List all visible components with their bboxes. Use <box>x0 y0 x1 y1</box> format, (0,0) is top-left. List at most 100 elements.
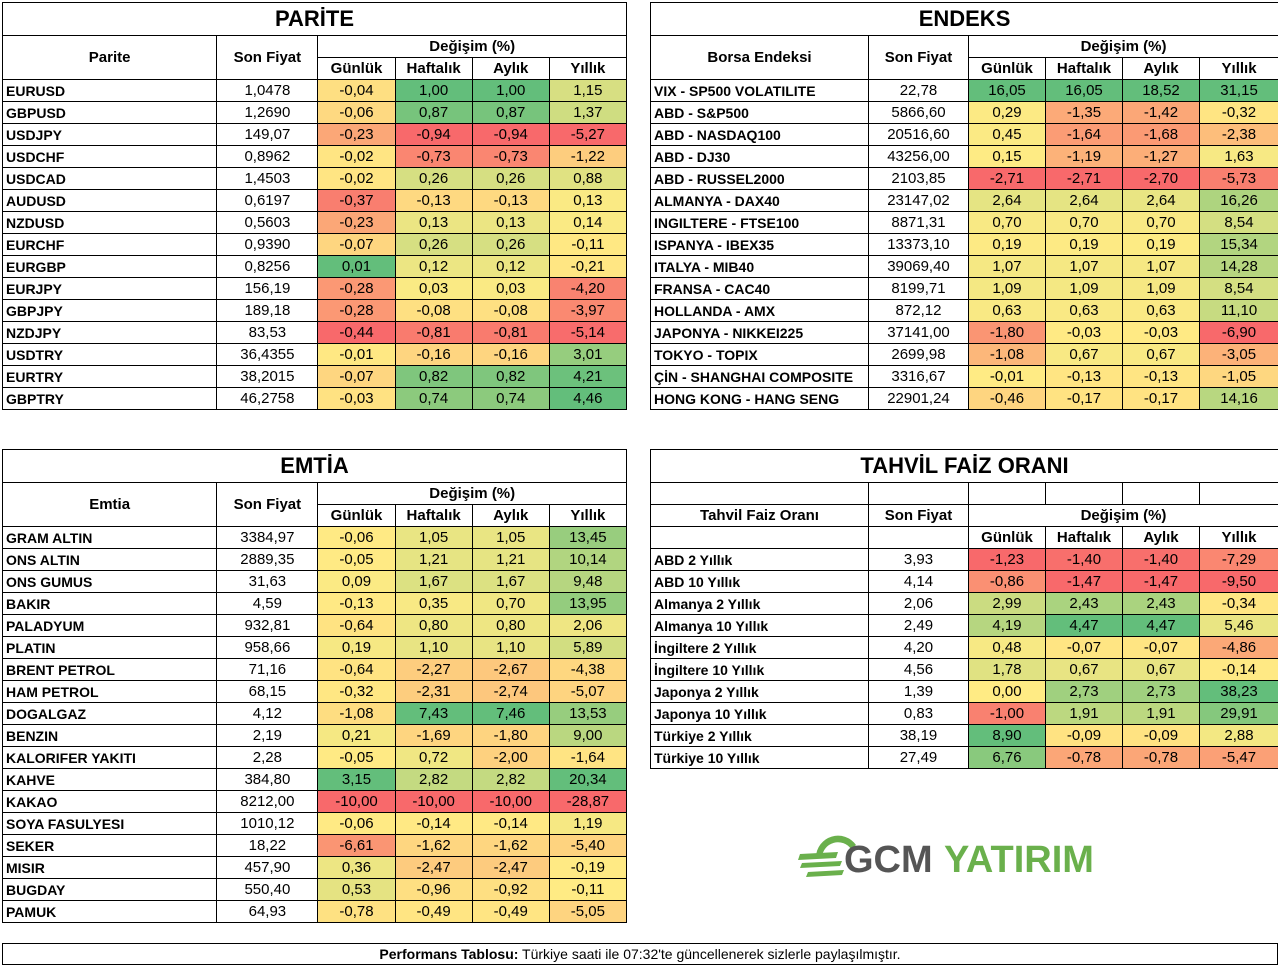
row-change: 9,00 <box>548 724 628 747</box>
row-change: -5,07 <box>548 680 628 703</box>
row-price: 958,66 <box>216 636 319 659</box>
row-change: -2,74 <box>471 680 550 703</box>
row-change: -10,00 <box>317 790 396 813</box>
row-price: 872,12 <box>868 299 969 322</box>
row-change: 14,16 <box>1198 387 1278 410</box>
row-change: -0,28 <box>317 299 396 322</box>
row-name: ABD - S&P500 <box>650 101 869 124</box>
row-price: 20516,60 <box>868 123 969 146</box>
row-name: ISPANYA - IBEX35 <box>650 233 869 256</box>
row-change: -2,71 <box>1045 167 1123 190</box>
row-change: 3,15 <box>317 768 396 791</box>
row-change: -0,16 <box>471 343 550 366</box>
table-row: KAKAO 8212,00 -10,00 -10,00 -10,00 -28,87 <box>1 790 628 813</box>
row-price: 2,06 <box>868 592 969 615</box>
row-change: 1,05 <box>471 526 550 549</box>
row-change: 0,09 <box>317 570 396 593</box>
row-price: 0,6197 <box>216 189 319 212</box>
row-price: 4,14 <box>868 570 969 593</box>
parite-panel: PARİTE Parite Son Fiyat Değişim (%) Günl… <box>1 2 628 410</box>
row-change: -7,29 <box>1198 548 1278 571</box>
row-change: 0,63 <box>1122 299 1200 322</box>
row-price: 8871,31 <box>868 211 969 234</box>
table-row: KALORIFER YAKITI 2,28 -0,05 0,72 -2,00 -1,64 <box>1 746 628 769</box>
table-row: PALADYUM 932,81 -0,64 0,80 0,80 2,06 <box>1 614 628 637</box>
tahvil-header-yearly: Yıllık <box>1198 526 1278 549</box>
row-change: -0,49 <box>394 900 473 923</box>
row-name: SEKER <box>1 834 218 857</box>
row-change: -2,71 <box>968 167 1046 190</box>
row-change: -0,23 <box>317 123 396 146</box>
row-price: 0,5603 <box>216 211 319 234</box>
row-change: 1,07 <box>1045 255 1123 278</box>
row-change: 0,72 <box>394 746 473 769</box>
row-price: 0,8962 <box>216 145 319 168</box>
row-change: -0,11 <box>548 878 628 901</box>
row-price: 149,07 <box>216 123 319 146</box>
table-row: ONS GUMUS 31,63 0,09 1,67 1,67 9,48 <box>1 570 628 593</box>
row-name: GBPTRY <box>1 387 218 410</box>
row-name: EURTRY <box>1 365 218 388</box>
row-change: 1,67 <box>394 570 473 593</box>
row-change: -0,32 <box>317 680 396 703</box>
row-change: 0,87 <box>394 101 473 124</box>
row-change: 0,80 <box>394 614 473 637</box>
row-change: 0,74 <box>471 387 550 410</box>
row-price: 38,2015 <box>216 365 319 388</box>
row-change: 1,91 <box>1122 702 1200 725</box>
table-row: GBPTRY 46,2758 -0,03 0,74 0,74 4,46 <box>1 387 628 410</box>
row-change: 13,95 <box>548 592 628 615</box>
tahvil-blank-cell <box>650 526 869 549</box>
tahvil-title: TAHVİL FAİZ ORANI <box>649 449 1278 483</box>
tahvil-header-name: Tahvil Faiz Oranı <box>650 504 869 527</box>
endeks-panel: ENDEKS Borsa Endeksi Son Fiyat Değişim (… <box>649 2 1278 410</box>
row-change: 2,64 <box>968 189 1046 212</box>
table-row: ABD - RUSSEL2000 2103,85 -2,71 -2,71 -2,70 -5… <box>650 167 1278 190</box>
row-change: 4,47 <box>1122 614 1200 637</box>
row-change: -0,03 <box>1045 321 1123 344</box>
table-row: USDCAD 1,4503 -0,02 0,26 0,26 0,88 <box>1 167 628 190</box>
endeks-table: ENDEKS Borsa Endeksi Son Fiyat Değişim (… <box>649 2 1278 410</box>
tahvil-header-weekly: Haftalık <box>1045 526 1123 549</box>
row-price: 83,53 <box>216 321 319 344</box>
row-name: JAPONYA - NIKKEI225 <box>650 321 869 344</box>
row-change: -3,97 <box>548 299 628 322</box>
row-change: -0,21 <box>548 255 628 278</box>
row-name: Almanya 2 Yıllık <box>650 592 869 615</box>
row-name: ALMANYA - DAX40 <box>650 189 869 212</box>
emtia-header-monthly: Aylık <box>471 504 550 527</box>
row-change: -0,73 <box>471 145 550 168</box>
row-change: 18,52 <box>1122 79 1200 102</box>
row-change: 31,15 <box>1198 79 1278 102</box>
row-change: 3,01 <box>548 343 628 366</box>
endeks-rows: VIX - SP500 VOLATILITE 22,78 16,05 16,05 18,… <box>650 79 1278 410</box>
row-name: Japonya 2 Yıllık <box>650 680 869 703</box>
row-name: PAMUK <box>1 900 218 923</box>
emtia-header-change: Değişim (%) <box>317 482 627 505</box>
tahvil-blank-cell <box>1122 482 1200 505</box>
row-name: USDTRY <box>1 343 218 366</box>
row-name: USDCHF <box>1 145 218 168</box>
row-name: BRENT PETROL <box>1 658 218 681</box>
row-change: -0,14 <box>1198 658 1278 681</box>
row-change: -2,38 <box>1198 123 1278 146</box>
row-change: 0,19 <box>1122 233 1200 256</box>
parite-title: PARİTE <box>2 2 627 36</box>
row-price: 1,0478 <box>216 79 319 102</box>
table-row: NZDJPY 83,53 -0,44 -0,81 -0,81 -5,14 <box>1 321 628 344</box>
row-name: ONS ALTIN <box>1 548 218 571</box>
table-row: İngiltere 10 Yıllık 4,56 1,78 0,67 0,67 -0,14 <box>650 658 1278 681</box>
row-name: SOYA FASULYESI <box>1 812 218 835</box>
row-change: -0,13 <box>1122 365 1200 388</box>
row-change: 4,46 <box>548 387 628 410</box>
table-row: EURTRY 38,2015 -0,07 0,82 0,82 4,21 <box>1 365 628 388</box>
row-name: NZDJPY <box>1 321 218 344</box>
row-change: -0,17 <box>1122 387 1200 410</box>
row-price: 1010,12 <box>216 812 319 835</box>
row-change: 1,09 <box>1045 277 1123 300</box>
endeks-header-price: Son Fiyat <box>868 35 969 80</box>
row-change: -0,92 <box>471 878 550 901</box>
row-change: -0,73 <box>394 145 473 168</box>
table-row: GBPUSD 1,2690 -0,06 0,87 0,87 1,37 <box>1 101 628 124</box>
parite-header-price: Son Fiyat <box>216 35 319 80</box>
